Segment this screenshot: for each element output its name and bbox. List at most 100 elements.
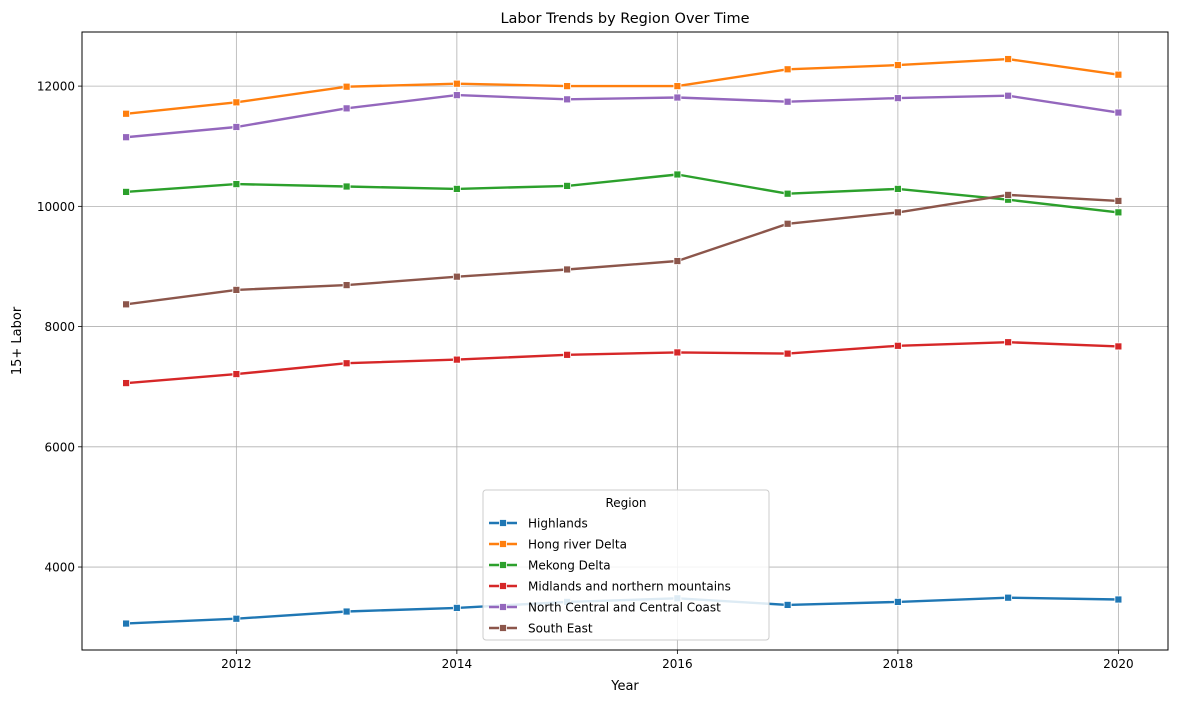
legend-label: South East [528,622,593,636]
data-point-highlands [1004,593,1013,602]
data-point-highlands [783,601,792,609]
data-point-south-east [1004,191,1013,199]
legend: Region Highlands Hong river Delta Mekong De… [482,489,770,641]
data-point-mekong-delta [1114,208,1123,217]
data-point-hong-river-delta [122,109,131,118]
y-axis: 4000 6000 8000 10000 12000 [37,80,82,575]
legend-marker-hong-river-delta [499,540,507,548]
data-point-hong-river-delta [1114,70,1123,79]
series-mekong-delta [122,170,1123,217]
data-point-south-east [673,257,682,265]
data-point-midlands-and-northern-mountains [232,370,241,378]
legend-label: Midlands and northern mountains [528,580,731,594]
data-point-mekong-delta [563,181,572,190]
data-point-midlands-and-northern-mountains [122,379,131,387]
data-point-midlands-and-northern-mountains [342,359,351,368]
plot-frame [81,31,1169,651]
chart-title: Labor Trends by Region Over Time [500,11,749,27]
y-tick-label: 12000 [37,80,75,94]
data-point-highlands [342,607,351,616]
x-tick-label: 2020 [1103,657,1134,671]
legend-label: Hong river Delta [528,538,627,552]
data-point-hong-river-delta [893,61,902,69]
data-point-highlands [893,598,902,606]
y-tick-label: 10000 [37,200,75,214]
series-line-midlands-and-northern-mountains [126,341,1119,385]
data-point-mekong-delta [232,180,241,188]
data-point-north-central-and-central-coast [342,104,351,113]
y-tick-label: 6000 [44,440,75,454]
y-axis-label: 15+ Labor [10,306,25,375]
series-hong-river-delta [122,55,1123,118]
data-point-mekong-delta [893,185,902,193]
legend-marker-midlands-and-northern-mountains [499,582,507,590]
data-point-hong-river-delta [1004,55,1013,63]
data-point-midlands-and-northern-mountains [673,348,682,357]
legend-box [482,489,770,641]
data-point-north-central-and-central-coast [1114,108,1123,117]
data-point-mekong-delta [673,170,682,179]
data-point-midlands-and-northern-mountains [1004,338,1013,347]
series-layer [122,55,1123,628]
x-tick-label: 2016 [662,657,693,671]
y-tick-label: 4000 [44,561,75,575]
data-point-north-central-and-central-coast [452,91,461,100]
series-midlands-and-northern-mountains [122,338,1123,387]
legend-marker-north-central-and-central-coast [499,603,507,611]
x-axis-label: Year [610,679,639,694]
data-point-south-east [783,219,792,228]
data-point-south-east [563,265,572,274]
data-point-midlands-and-northern-mountains [563,350,572,359]
data-point-mekong-delta [122,188,131,196]
data-point-hong-river-delta [783,65,792,74]
data-point-south-east [342,281,351,289]
legend-marker-mekong-delta [499,561,507,569]
data-point-hong-river-delta [452,79,461,88]
data-point-north-central-and-central-coast [673,93,682,102]
data-point-hong-river-delta [342,82,351,91]
data-point-highlands [232,614,241,623]
series-line-mekong-delta [126,173,1119,214]
x-axis: 2012 2014 2016 2018 2020 [221,650,1134,671]
data-point-highlands [122,619,131,628]
data-point-south-east [1114,197,1123,205]
data-point-hong-river-delta [563,82,572,91]
series-line-south-east [125,193,1119,306]
series-north-central-and-central-coast [122,91,1123,142]
legend-label: North Central and Central Coast [528,601,721,615]
data-point-highlands [1114,595,1123,604]
legend-marker-south-east [499,624,507,632]
data-point-mekong-delta [452,185,461,193]
data-point-north-central-and-central-coast [563,95,572,104]
series-south-east [122,191,1123,309]
data-point-mekong-delta [783,189,792,198]
data-point-south-east [452,272,461,281]
data-point-midlands-and-northern-mountains [452,355,461,364]
data-point-midlands-and-northern-mountains [893,341,902,350]
x-tick-label: 2014 [442,657,473,671]
data-point-midlands-and-northern-mountains [783,349,792,358]
legend-label: Mekong Delta [528,559,611,573]
x-tick-label: 2018 [883,657,914,671]
y-tick-label: 8000 [44,320,75,334]
data-point-north-central-and-central-coast [122,133,131,142]
data-point-highlands [452,604,461,612]
legend-marker-highlands [499,519,507,527]
data-point-north-central-and-central-coast [232,123,241,131]
legend-label: Highlands [528,517,588,531]
data-point-midlands-and-northern-mountains [1114,342,1123,351]
data-point-south-east [232,286,241,294]
data-point-mekong-delta [342,182,351,191]
legend-title: Region [605,496,646,510]
series-line-hong-river-delta [125,57,1119,115]
data-point-north-central-and-central-coast [1004,91,1013,100]
series-line-north-central-and-central-coast [125,93,1119,139]
data-point-south-east [122,300,131,309]
data-point-south-east [893,208,902,217]
x-tick-label: 2012 [221,657,252,671]
data-point-north-central-and-central-coast [783,97,792,106]
data-point-north-central-and-central-coast [893,94,902,103]
data-point-hong-river-delta [232,98,241,107]
